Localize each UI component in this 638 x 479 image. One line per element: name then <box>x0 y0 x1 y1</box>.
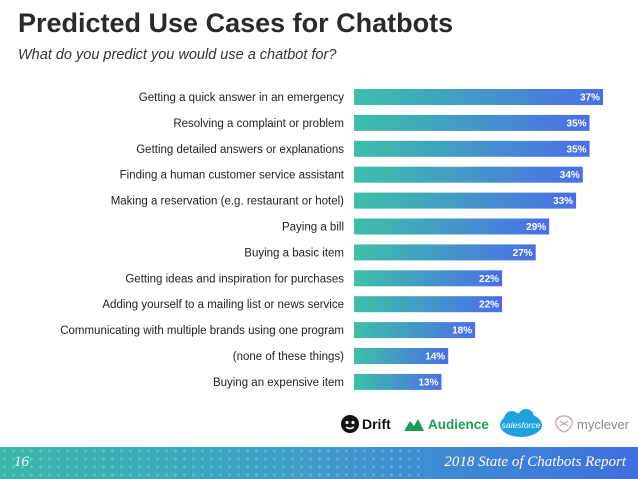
audience-logo: Audience <box>402 406 489 442</box>
category-label: Buying an expensive item <box>213 377 344 389</box>
page-title: Predicted Use Cases for Chatbots <box>18 8 454 38</box>
myclever-icon <box>555 415 573 433</box>
value-label: 34% <box>560 170 580 181</box>
bar <box>354 89 603 105</box>
bar <box>354 140 590 157</box>
bar <box>354 244 536 261</box>
category-label: Communicating with multiple brands using… <box>60 325 344 337</box>
footer-dot-pattern <box>0 447 420 479</box>
bar <box>354 322 476 339</box>
report-title: 2018 State of Chatbots Report <box>444 454 626 470</box>
value-label: 22% <box>479 300 499 311</box>
value-label: 37% <box>580 93 600 104</box>
myclever-logo: myclever <box>552 406 629 442</box>
category-label: Resolving a complaint or problem <box>173 118 344 130</box>
partner-logos: Drift Audience salesforce myclever <box>340 406 638 442</box>
category-label: Getting a quick answer in an emergency <box>139 92 344 104</box>
footer-bar: 16 2018 State of Chatbots Report <box>0 447 638 479</box>
bar <box>354 270 503 287</box>
bar-chart: Getting a quick answer in an emergency 37… <box>60 89 603 390</box>
bar <box>354 166 583 183</box>
salesforce-logo: salesforce <box>498 406 544 442</box>
category-label: (none of these things) <box>233 351 344 363</box>
bar <box>354 192 577 209</box>
value-label: 35% <box>567 144 587 155</box>
svg-text:salesforce: salesforce <box>502 420 541 430</box>
category-label: Finding a human customer service assista… <box>120 170 345 182</box>
category-label: Adding yourself to a mailing list or new… <box>102 299 344 311</box>
value-label: 13% <box>418 377 438 388</box>
drift-logo: Drift <box>340 406 391 442</box>
page-number: 16 <box>14 454 29 470</box>
value-label: 27% <box>513 248 533 259</box>
category-label: Getting ideas and inspiration for purcha… <box>125 273 344 285</box>
drift-icon <box>341 415 359 433</box>
bar <box>354 348 449 364</box>
category-label: Getting detailed answers or explanations <box>136 144 344 156</box>
salesforce-cloud-icon: salesforce <box>500 409 542 437</box>
page-subtitle: What do you predict you would use a chat… <box>18 47 337 63</box>
bar <box>354 296 503 313</box>
bar <box>354 218 550 235</box>
category-label: Buying a basic item <box>244 247 344 259</box>
bar <box>354 373 442 390</box>
value-label: 33% <box>553 196 573 207</box>
category-label: Making a reservation (e.g. restaurant or… <box>111 196 344 208</box>
value-label: 29% <box>526 222 546 233</box>
audience-icon <box>404 419 424 431</box>
value-label: 35% <box>567 118 587 129</box>
value-label: 14% <box>425 352 445 363</box>
value-label: 22% <box>479 274 499 285</box>
bar <box>354 114 590 131</box>
category-label: Paying a bill <box>282 222 344 234</box>
value-label: 18% <box>452 326 472 337</box>
